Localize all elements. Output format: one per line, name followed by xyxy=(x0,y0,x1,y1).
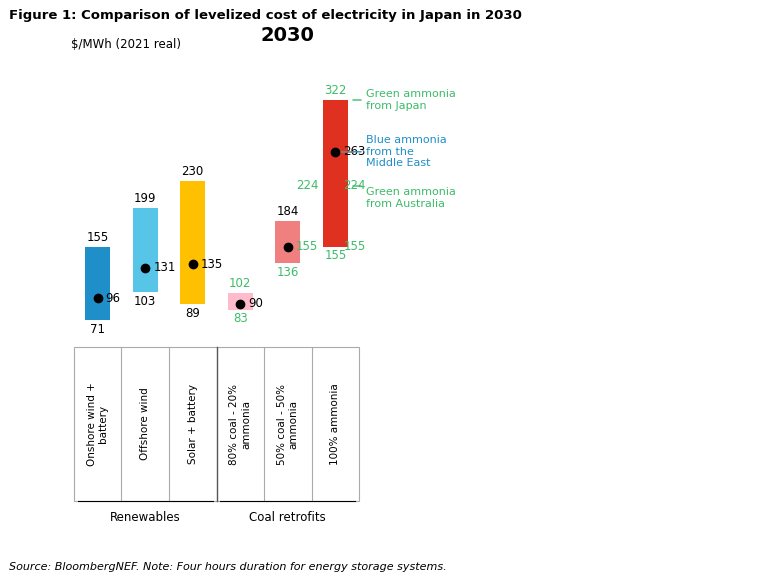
Text: 322: 322 xyxy=(324,85,346,97)
Text: 2030: 2030 xyxy=(261,25,315,45)
Text: $/MWh (2021 real): $/MWh (2021 real) xyxy=(71,38,181,51)
Text: Solar + battery: Solar + battery xyxy=(187,384,197,464)
Text: 199: 199 xyxy=(134,192,157,206)
Text: 155: 155 xyxy=(343,240,366,253)
Text: 263: 263 xyxy=(343,145,366,158)
Text: Onshore wind +
battery: Onshore wind + battery xyxy=(87,382,108,466)
Text: 155: 155 xyxy=(324,249,346,262)
Text: 89: 89 xyxy=(185,307,200,320)
Text: 103: 103 xyxy=(134,295,157,308)
Text: 100% ammonia: 100% ammonia xyxy=(330,383,340,465)
Bar xyxy=(180,181,205,305)
Text: 155: 155 xyxy=(296,240,318,253)
Text: 224: 224 xyxy=(296,179,319,192)
Text: 224: 224 xyxy=(343,179,366,192)
Text: Offshore wind: Offshore wind xyxy=(141,388,151,460)
Text: 136: 136 xyxy=(276,266,299,279)
Text: 102: 102 xyxy=(229,277,251,291)
Text: 230: 230 xyxy=(181,165,204,178)
Text: Green ammonia
from Australia: Green ammonia from Australia xyxy=(366,188,456,209)
Bar xyxy=(276,221,300,263)
Bar xyxy=(85,247,110,320)
Bar xyxy=(228,293,253,310)
Text: 155: 155 xyxy=(87,231,109,244)
Bar xyxy=(323,100,348,247)
Text: Coal retrofits: Coal retrofits xyxy=(250,511,326,523)
Text: Figure 1: Comparison of levelized cost of electricity in Japan in 2030: Figure 1: Comparison of levelized cost o… xyxy=(9,9,522,21)
Text: 90: 90 xyxy=(248,297,263,310)
Text: 50% coal - 50%
ammonia: 50% coal - 50% ammonia xyxy=(277,384,299,464)
Text: 71: 71 xyxy=(90,323,105,336)
Text: 96: 96 xyxy=(106,292,121,305)
Text: Blue ammonia
from the
Middle East: Blue ammonia from the Middle East xyxy=(366,135,447,168)
Text: 184: 184 xyxy=(276,206,299,218)
Text: 131: 131 xyxy=(154,261,176,274)
Text: Renewables: Renewables xyxy=(110,511,180,523)
Text: 83: 83 xyxy=(233,312,247,325)
Text: 80% coal - 20%
ammonia: 80% coal - 20% ammonia xyxy=(230,384,251,464)
Text: Source: BloombergNEF. Note: Four hours duration for energy storage systems.: Source: BloombergNEF. Note: Four hours d… xyxy=(9,562,447,572)
Text: 135: 135 xyxy=(200,258,223,270)
Bar xyxy=(133,208,157,292)
Text: Green ammonia
from Japan: Green ammonia from Japan xyxy=(366,89,456,111)
